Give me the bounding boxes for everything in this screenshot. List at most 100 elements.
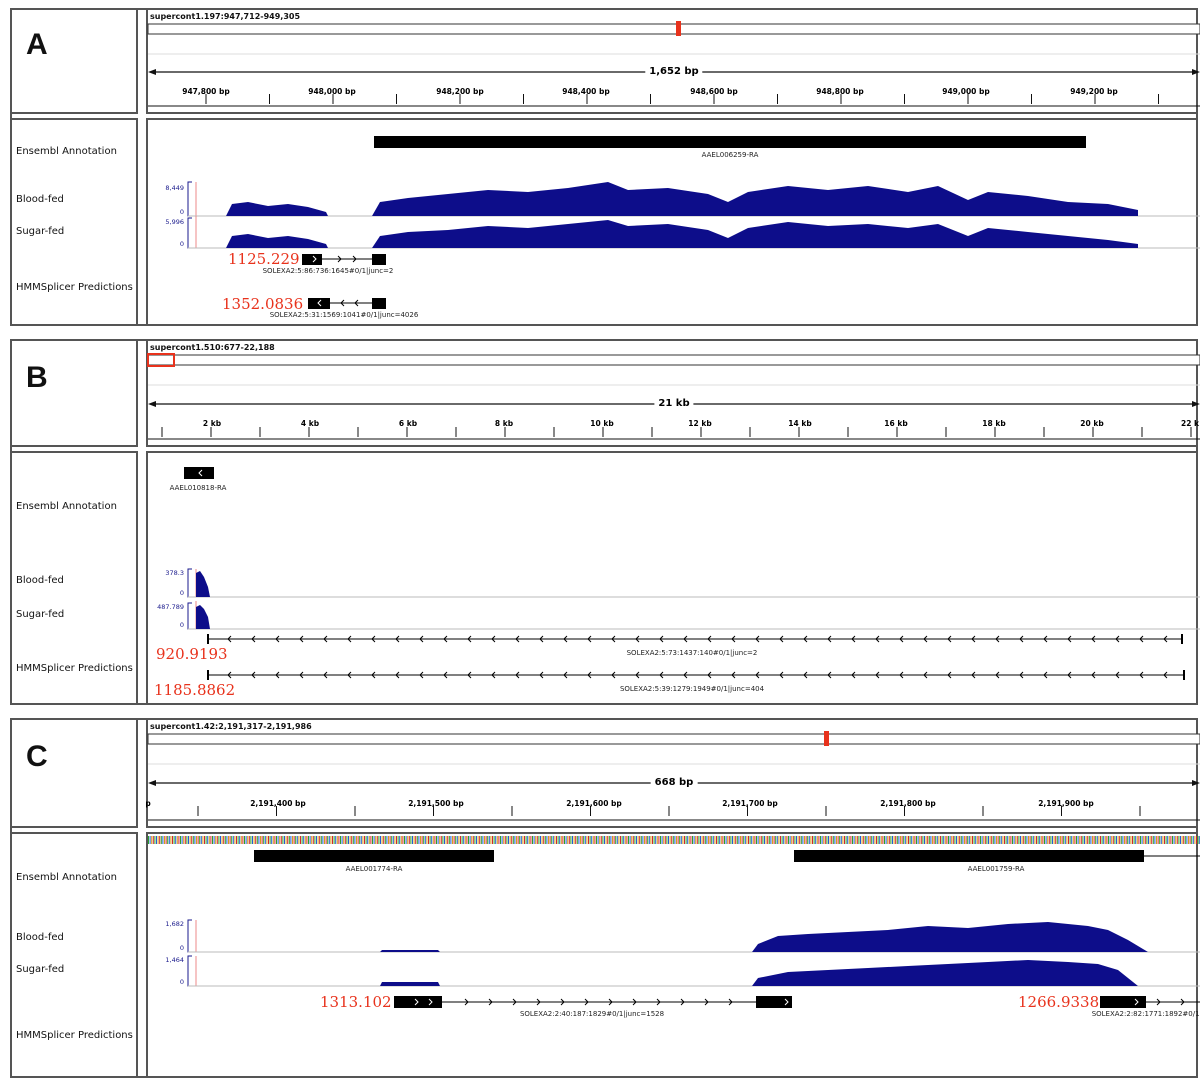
sugar-fed-coverage	[226, 220, 1138, 248]
blood-scale-min: 0	[179, 944, 184, 952]
blood-scale-max: 1,682	[165, 920, 184, 928]
ruler-tick-label: 6 kb	[398, 419, 418, 428]
roi-marker	[147, 353, 175, 367]
chromosome-ideogram[interactable]	[147, 341, 1200, 447]
panel-a-ruler-area: supercont1.197:947,712-949,305 1,652 bp …	[146, 10, 1200, 114]
ruler-tick-label: 948,400 bp	[562, 87, 610, 96]
ruler-tick-label: 2,191,600 bp	[566, 799, 622, 808]
ruler-tick-label: 8 kb	[494, 419, 514, 428]
track-label-annotation[interactable]: Ensembl Annotation	[16, 146, 117, 157]
span-label: 1,652 bp	[645, 66, 703, 77]
chromosome-ideogram[interactable]	[147, 720, 1200, 828]
roi-marker	[676, 21, 681, 36]
panel-a: A supercont1.197:947,712-949,305 1,652 b…	[10, 8, 1200, 326]
panel-c-track-labels: Ensembl Annotation Blood-fed Sugar-fed H…	[12, 832, 138, 1076]
prediction-label[interactable]: SOLEXA2:5:31:1569:1041#0/1|junc=4026	[269, 311, 419, 319]
ruler-tick-label: 948,000 bp	[308, 87, 356, 96]
track-label-sugar-fed[interactable]: Sugar-fed	[16, 964, 65, 975]
ruler-tick-label: 947,800 bp	[182, 87, 230, 96]
panel-c-track-area: AAEL001774-RA AAEL001759-RA 1,682 0 1,46…	[146, 832, 1200, 1076]
panel-b-ruler-area: supercont1.510:677-22,188 21 kb 2 kb 4 kb…	[146, 341, 1200, 447]
sugar-fed-coverage	[196, 605, 210, 629]
prediction-2	[1100, 996, 1200, 1008]
ruler-tick-label: 18 kb	[982, 419, 1006, 428]
panel-c: C supercont1.42:2,191,317-2,191,986 668 …	[10, 718, 1200, 1078]
ruler-tick-label: 2,191,400 bp	[250, 799, 306, 808]
prediction-1	[394, 996, 792, 1008]
ruler-tick-label: 948,600 bp	[690, 87, 738, 96]
ruler-tick-label: 12 kb	[688, 419, 712, 428]
ruler-tick-label: 14 kb	[788, 419, 812, 428]
gene-label[interactable]: AAEL001759-RA	[967, 865, 1025, 873]
prediction-2	[207, 670, 1185, 680]
ruler-tick-label: 2 kb	[202, 419, 222, 428]
ruler-tick-label: 16 kb	[884, 419, 908, 428]
track-label-blood-fed[interactable]: Blood-fed	[16, 575, 64, 586]
track-label-sugar-fed[interactable]: Sugar-fed	[16, 226, 65, 237]
panel-letter: A	[26, 28, 48, 61]
prediction-label[interactable]: SOLEXA2:5:86:736:1645#0/1|junc=2	[262, 267, 394, 275]
track-label-blood-fed[interactable]: Blood-fed	[16, 194, 64, 205]
prediction-label[interactable]: SOLEXA2:5:73:1437:140#0/1|junc=2	[626, 649, 758, 657]
sugar-scale-min: 0	[179, 621, 184, 629]
blood-scale-max: 8,449	[165, 184, 184, 192]
ruler-tick-label: 949,000 bp	[942, 87, 990, 96]
track-label-sugar-fed[interactable]: Sugar-fed	[16, 609, 65, 620]
ruler-tick-label: 20 kb	[1080, 419, 1104, 428]
prediction-score: 1313.102	[320, 993, 392, 1011]
sugar-scale-min: 0	[179, 978, 184, 986]
panel-a-track-labels: Ensembl Annotation Blood-fed Sugar-fed H…	[12, 118, 138, 324]
locus-label[interactable]: supercont1.197:947,712-949,305	[150, 12, 301, 21]
track-label-blood-fed[interactable]: Blood-fed	[16, 932, 64, 943]
track-label-hmmsplicer[interactable]: HMMSplicer Predictions	[16, 1030, 133, 1041]
gene-label[interactable]: AAEL001774-RA	[345, 865, 403, 873]
panel-b-track-area: AAEL010818-RA 378.3 0 487.789 0 920.9193…	[146, 451, 1200, 703]
blood-scale-min: 0	[179, 208, 184, 216]
prediction-score: 1266.9338	[1018, 993, 1100, 1011]
prediction-label[interactable]: SOLEXA2:2:40:187:1829#0/1|junc=1528	[519, 1010, 665, 1018]
blood-fed-coverage	[196, 571, 210, 597]
blood-fed-coverage	[380, 922, 1148, 952]
panel-b-header-left: B	[12, 341, 138, 447]
track-graphics	[187, 136, 1200, 309]
track-label-annotation[interactable]: Ensembl Annotation	[16, 501, 117, 512]
locus-label[interactable]: supercont1.42:2,191,317-2,191,986	[150, 722, 312, 731]
gene-feature	[254, 850, 494, 862]
prediction-1	[302, 254, 386, 265]
track-graphics	[148, 836, 1200, 1008]
blood-fed-coverage	[226, 182, 1138, 216]
ruler-tick-label: 2,191,800 bp	[880, 799, 936, 808]
panel-letter: B	[26, 361, 48, 394]
chromosome-ideogram[interactable]	[147, 10, 1200, 114]
ruler-tick-label: 2,191,700 bp	[722, 799, 778, 808]
sugar-scale-max: 5,996	[165, 218, 184, 226]
ruler-tick-label: 4 kb	[300, 419, 320, 428]
ruler-tick-label: 10 kb	[590, 419, 614, 428]
track-label-annotation[interactable]: Ensembl Annotation	[16, 872, 117, 883]
panel-letter: C	[26, 740, 48, 773]
blood-scale-max: 378.3	[165, 569, 184, 577]
prediction-score: 1352.0836	[222, 295, 304, 313]
locus-label[interactable]: supercont1.510:677-22,188	[150, 343, 275, 352]
prediction-label[interactable]: SOLEXA2:2:82:1771:1892#0/1|ju	[1091, 1010, 1200, 1018]
panel-b: B supercont1.510:677-22,188 21 kb 2 kb 4 …	[10, 339, 1200, 705]
sequence-track	[148, 836, 1200, 844]
ruler-tick-label: 2,191,900 bp	[1038, 799, 1094, 808]
ruler-tick-label: 22 k	[1180, 419, 1200, 428]
panel-c-ruler-area: supercont1.42:2,191,317-2,191,986 668 bp…	[145, 720, 1200, 828]
prediction-label[interactable]: SOLEXA2:5:39:1279:1949#0/1|junc=404	[619, 685, 765, 693]
track-label-hmmsplicer[interactable]: HMMSplicer Predictions	[16, 282, 133, 293]
panel-c-header-left: C	[12, 720, 138, 828]
sugar-scale-max: 1,464	[165, 956, 184, 964]
span-label: 21 kb	[654, 398, 694, 409]
gene-label[interactable]: AAEL010818-RA	[169, 484, 227, 492]
ruler-tick-label: 2,191,500 bp	[408, 799, 464, 808]
gene-feature	[794, 850, 1144, 862]
panel-b-track-labels: Ensembl Annotation Blood-fed Sugar-fed H…	[12, 451, 138, 703]
prediction-score: 1125.229	[228, 250, 300, 268]
prediction-score: 1185.8862	[154, 681, 236, 699]
sugar-scale-max: 487.789	[157, 603, 184, 611]
span-label: 668 bp	[650, 777, 698, 788]
track-label-hmmsplicer[interactable]: HMMSplicer Predictions	[16, 663, 133, 674]
gene-label[interactable]: AAEL006259-RA	[701, 151, 759, 159]
